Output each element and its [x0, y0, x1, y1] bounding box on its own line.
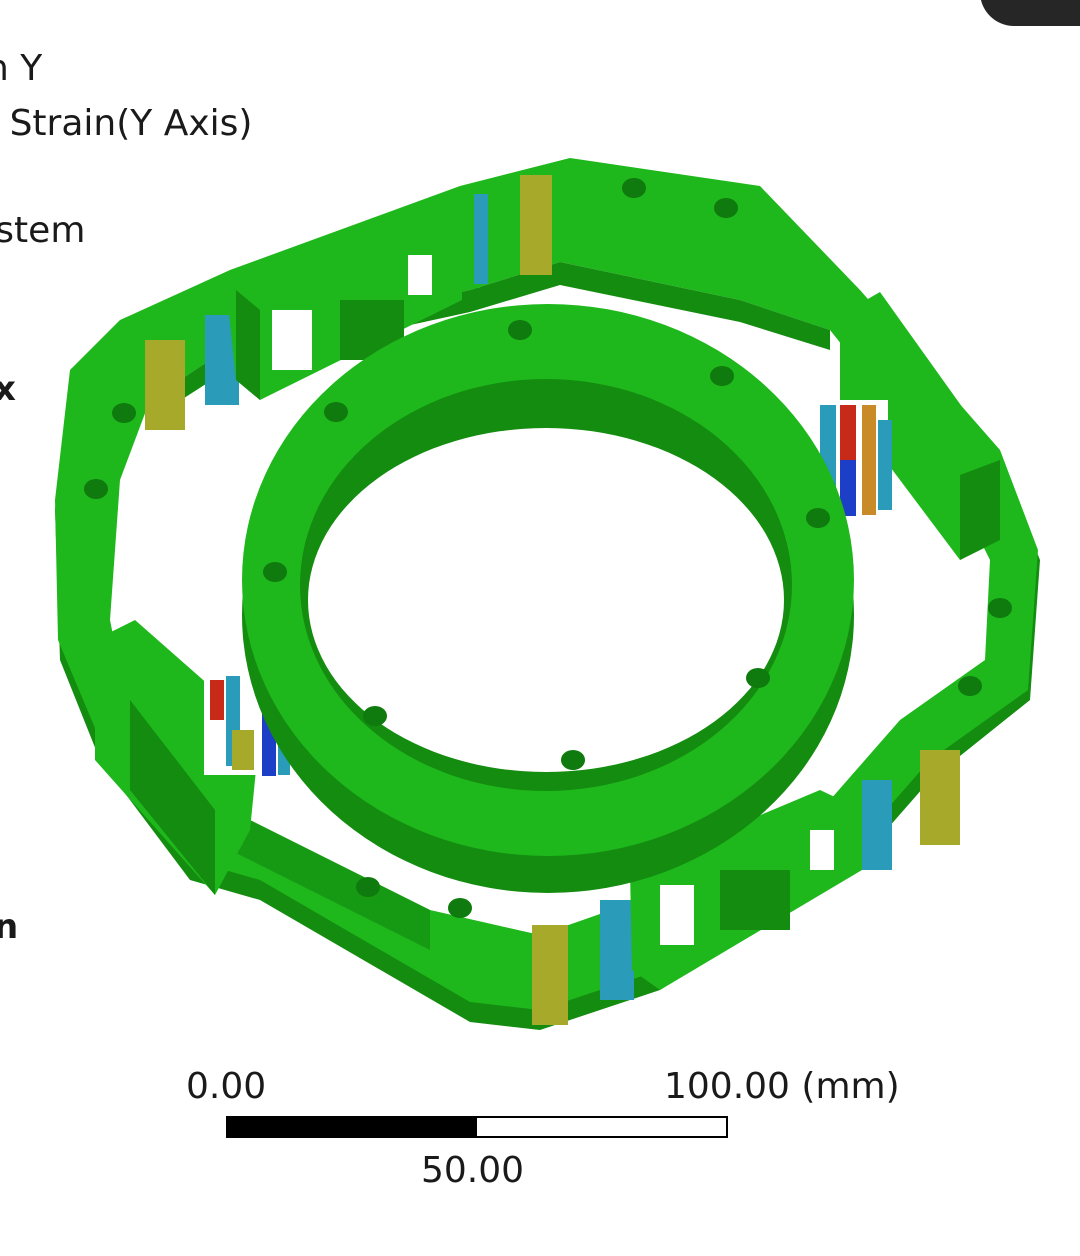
clamp-top-left	[226, 195, 462, 400]
window-corner-tab	[980, 0, 1080, 26]
flexure-top	[462, 175, 552, 288]
max-marker-label: x	[0, 369, 16, 409]
scale-start-label: 0.00	[186, 1066, 267, 1107]
clamp-right	[840, 292, 1000, 560]
scale-mid-label: 50.00	[421, 1150, 525, 1191]
result-title: n Y	[0, 48, 43, 89]
scale-bar-fill	[228, 1118, 477, 1136]
result-type-label: : Strain(Y Axis)	[0, 103, 253, 144]
scale-end-label: 100.00 (mm)	[664, 1066, 900, 1107]
flexure-right	[862, 750, 960, 870]
chain-bolt-holes	[84, 178, 1012, 918]
flexure-upper-left	[145, 315, 239, 430]
center-ring	[242, 304, 854, 893]
strain-cell-right	[818, 400, 892, 520]
flexure-bottom	[532, 900, 634, 1025]
scale-bar	[226, 1116, 728, 1138]
clamp-left	[95, 620, 260, 895]
coordinate-system-label: ystem	[0, 210, 86, 251]
min-marker-label: n	[0, 907, 19, 947]
